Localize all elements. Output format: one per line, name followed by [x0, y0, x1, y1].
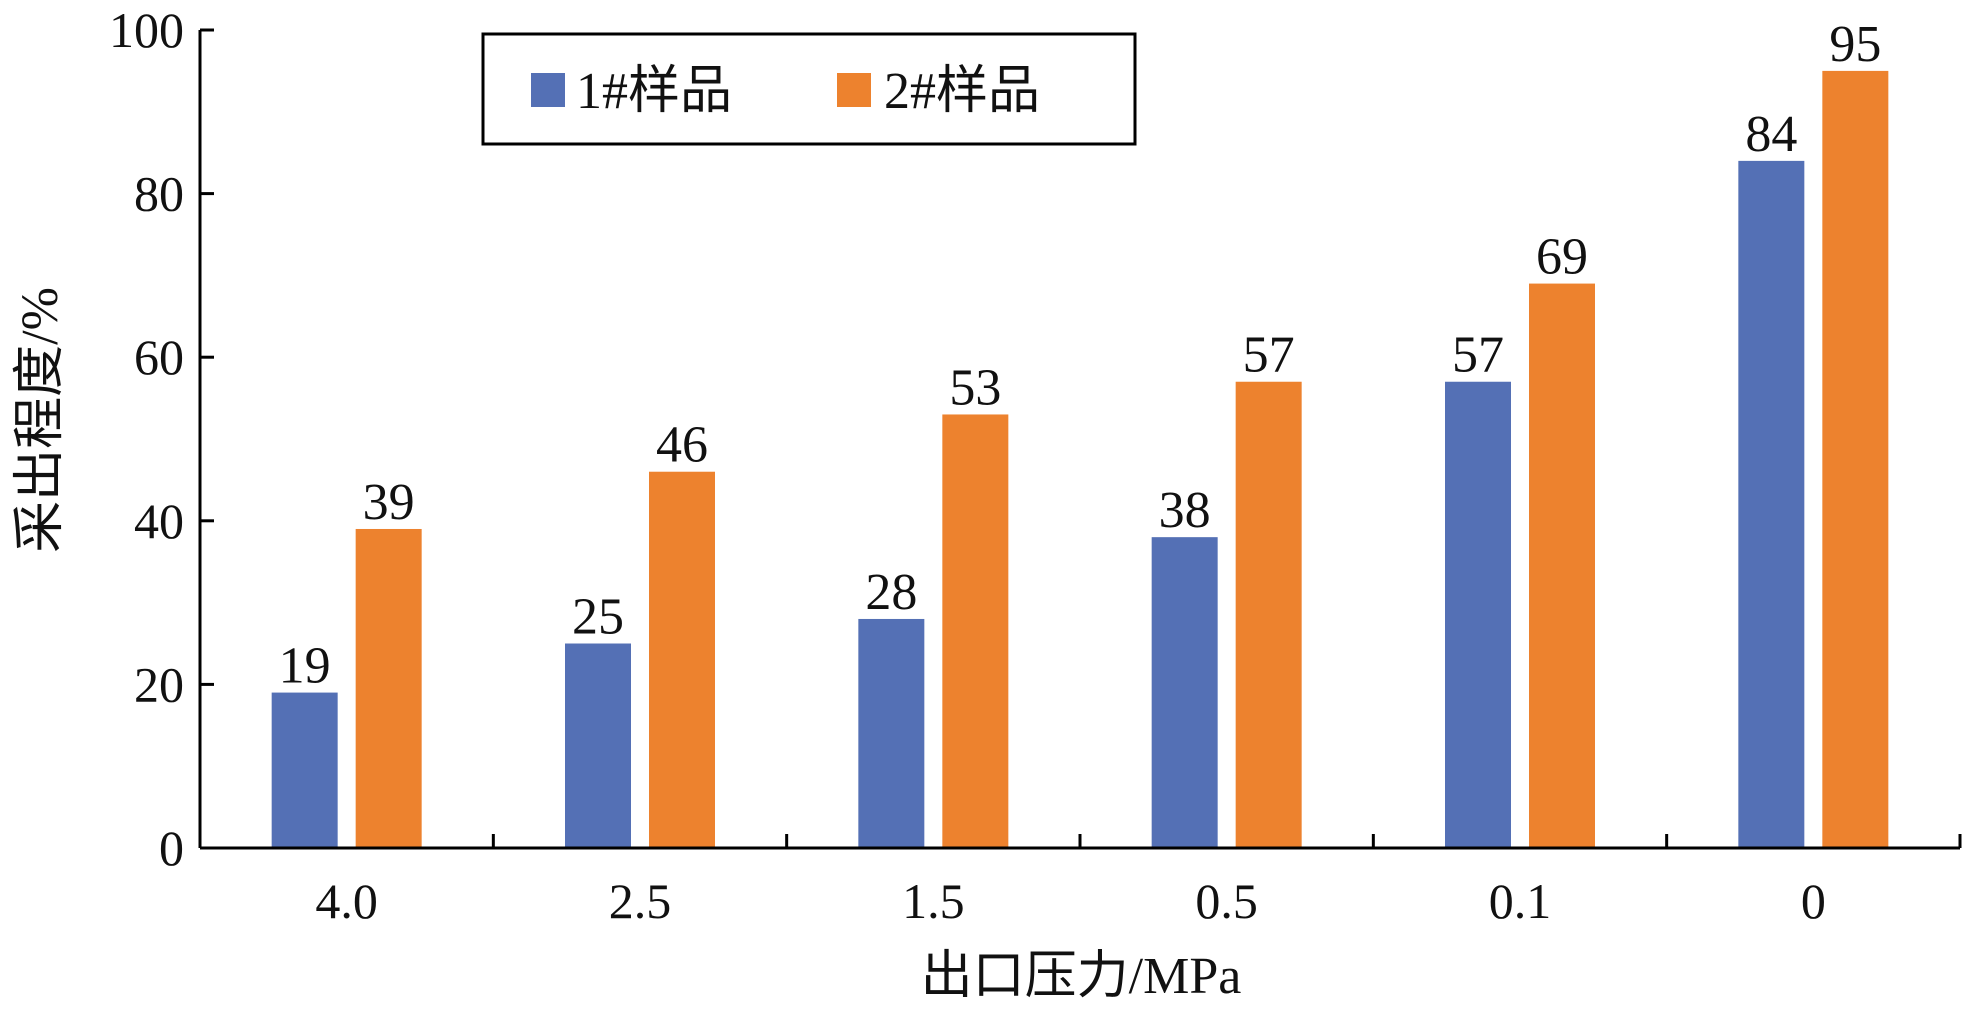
bar-series-1 [565, 643, 631, 848]
bar-data-label: 57 [1243, 327, 1295, 384]
bar-series-1 [1445, 381, 1511, 848]
bar-series-1 [858, 618, 925, 848]
bar-data-label: 19 [279, 638, 331, 695]
bar-data-label: 25 [572, 589, 624, 646]
bar-data-label: 46 [656, 417, 708, 474]
bar-data-label: 38 [1159, 482, 1211, 539]
x-tick-label: 4.0 [315, 873, 378, 929]
y-axis-title: 采出程度/% [12, 287, 69, 553]
x-tick-label: 0.5 [1195, 873, 1258, 929]
legend-swatch-2-sample [837, 73, 871, 107]
legend-label-1-sample: 1#样品 [576, 63, 732, 120]
y-tick-label: 0 [159, 820, 184, 876]
bar-data-label: 39 [363, 474, 415, 531]
y-axis: 0 20 40 60 80 100 [109, 2, 214, 876]
bars [271, 70, 1889, 849]
y-tick-label: 20 [134, 656, 184, 712]
x-axis: 4.0 2.5 1.5 0.5 0.1 0 [200, 834, 1962, 929]
bar-series-1 [271, 692, 338, 848]
x-tick-label: 0 [1801, 873, 1826, 929]
y-tick-label: 60 [134, 329, 184, 385]
x-tick-label: 1.5 [902, 873, 965, 929]
bar-data-label: 57 [1452, 327, 1504, 384]
bar-series-2 [942, 414, 1009, 848]
bar-data-labels: 19 39 25 46 28 53 38 57 57 69 84 95 [279, 16, 1882, 695]
y-tick-label: 80 [134, 166, 184, 222]
y-tick-label: 40 [134, 493, 184, 549]
bar-series-1 [1151, 537, 1218, 848]
bar-series-2 [355, 528, 422, 848]
legend-label-2-sample: 2#样品 [884, 63, 1040, 120]
bar-data-label: 53 [949, 359, 1001, 416]
bar-data-label: 69 [1536, 229, 1588, 286]
y-tick-label: 100 [109, 2, 184, 58]
legend-box [481, 32, 1137, 146]
bar-series-2 [1822, 70, 1889, 848]
bar-data-label: 95 [1829, 16, 1881, 73]
bar-series-2 [1529, 283, 1595, 849]
x-tick-label: 0.1 [1489, 873, 1552, 929]
x-tick-label: 2.5 [609, 873, 672, 929]
legend: 1#样品 2#样品 [481, 32, 1137, 146]
bar-series-1 [1738, 160, 1805, 848]
bar-data-label: 28 [865, 564, 917, 621]
bar-series-2 [1235, 381, 1302, 848]
plot-area: 19 39 25 46 28 53 38 57 57 69 84 95 0 20 40 60 80 100 4.… [109, 2, 1962, 929]
legend-swatch-1-sample [531, 73, 565, 107]
bar-data-label: 84 [1745, 106, 1797, 163]
x-axis-title: 出口压力/MPa [921, 948, 1242, 1005]
bar-series-2 [649, 471, 715, 848]
